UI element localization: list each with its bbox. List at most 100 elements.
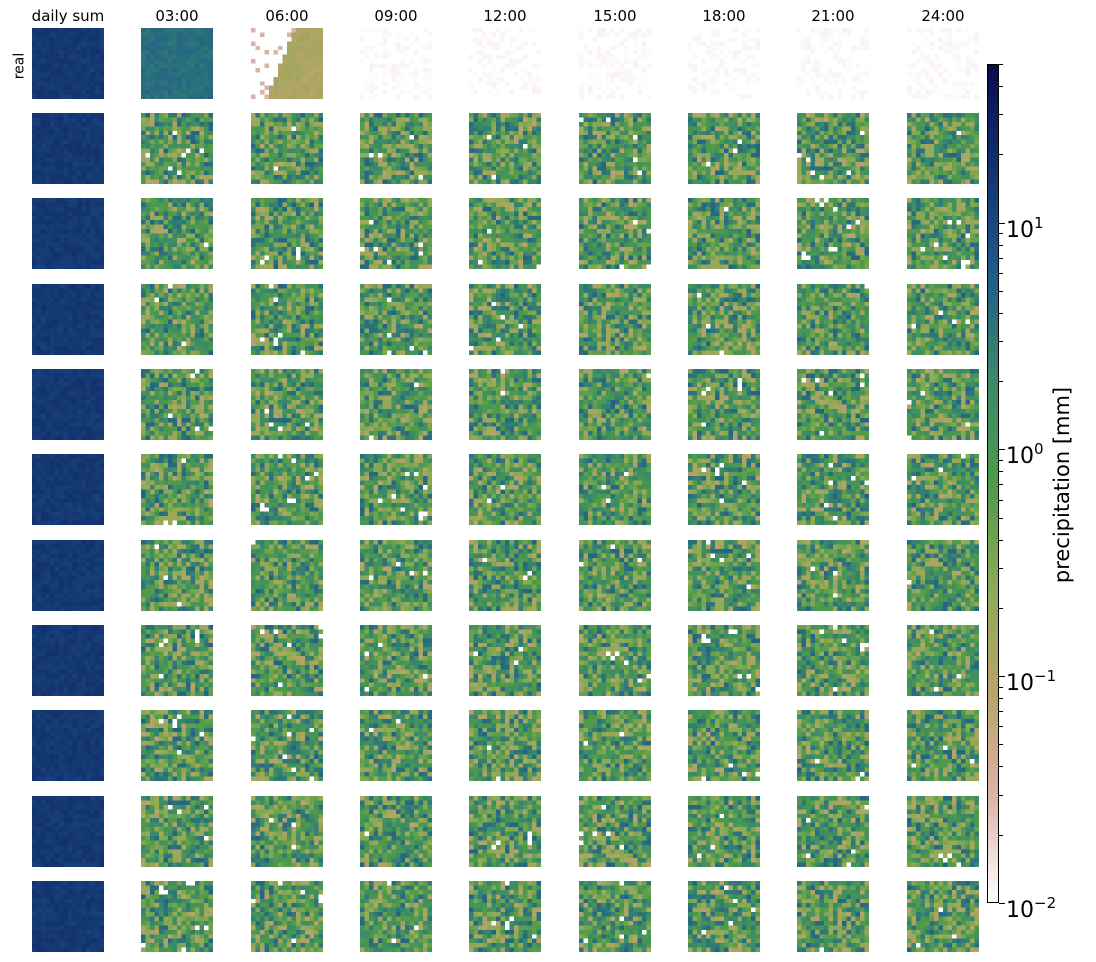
heatmap-cell bbox=[851, 152, 856, 158]
heatmap-cell bbox=[815, 179, 820, 184]
heatmap-cell bbox=[414, 152, 419, 158]
heatmap-cell bbox=[916, 85, 921, 91]
heatmap-cell bbox=[965, 117, 971, 122]
heatmap-cell bbox=[423, 130, 428, 136]
heatmap-cell bbox=[733, 85, 738, 91]
heatmap-cell bbox=[956, 121, 962, 127]
heatmap-cell bbox=[423, 94, 428, 99]
heatmap-cell bbox=[692, 148, 698, 154]
heatmap-cell bbox=[615, 161, 620, 167]
heatmap-cell bbox=[633, 72, 638, 77]
heatmap-cell bbox=[382, 32, 388, 37]
heatmap-cell bbox=[751, 94, 756, 99]
heatmap-cell bbox=[851, 85, 856, 91]
heatmap-cell bbox=[382, 72, 388, 77]
heatmap-cell bbox=[318, 113, 323, 118]
heatmap-cell bbox=[819, 50, 825, 55]
heatmap-cell bbox=[487, 45, 492, 51]
heatmap-cell bbox=[260, 139, 265, 145]
heatmap-cell bbox=[309, 139, 315, 145]
heatmap-cell bbox=[45, 246, 51, 252]
heatmap-cell bbox=[50, 242, 55, 247]
heatmap-cell bbox=[72, 175, 78, 180]
heatmap-cell bbox=[68, 255, 73, 261]
heatmap-cell bbox=[309, 81, 315, 86]
heatmap-cell bbox=[824, 175, 829, 180]
heatmap-cell bbox=[588, 152, 593, 158]
heatmap-cell bbox=[59, 233, 64, 239]
heatmap-cell bbox=[90, 59, 96, 64]
heatmap-cell bbox=[597, 144, 602, 149]
heatmap-cell bbox=[527, 139, 533, 145]
heatmap-cell bbox=[141, 215, 146, 221]
heatmap-cell bbox=[68, 152, 73, 158]
heatmap-cell bbox=[360, 166, 365, 171]
heatmap-cell bbox=[846, 170, 852, 176]
heatmap-cell bbox=[509, 67, 515, 73]
heatmap-cell bbox=[172, 41, 178, 46]
column-title: 21:00 bbox=[778, 7, 888, 25]
heatmap-cell bbox=[837, 63, 843, 69]
heatmap-cell bbox=[378, 117, 383, 122]
heatmap-cell bbox=[95, 117, 100, 122]
heatmap-cell bbox=[514, 54, 519, 60]
heatmap-cell bbox=[815, 121, 820, 127]
heatmap-cell bbox=[496, 90, 501, 95]
heatmap-cell bbox=[615, 139, 620, 145]
heatmap-cell bbox=[378, 157, 383, 162]
heatmap-cell bbox=[414, 85, 419, 91]
heatmap-cell bbox=[806, 67, 811, 73]
heatmap-cell bbox=[469, 117, 474, 122]
heatmap-cell bbox=[938, 144, 944, 149]
heatmap-cell bbox=[806, 41, 811, 46]
heatmap-cell bbox=[309, 85, 315, 91]
heatmap-cell bbox=[54, 139, 60, 145]
heatmap-cell bbox=[642, 50, 647, 55]
heatmap-cell bbox=[199, 41, 205, 46]
heatmap-cell bbox=[719, 54, 725, 60]
heatmap-cell bbox=[929, 41, 935, 46]
heatmap-cell bbox=[86, 90, 91, 95]
heatmap-cell bbox=[487, 32, 492, 37]
heatmap-cell bbox=[409, 121, 415, 127]
heatmap-cell bbox=[970, 148, 975, 154]
heatmap-cell bbox=[697, 148, 702, 154]
heatmap-cell bbox=[601, 175, 607, 180]
heatmap-cell bbox=[364, 63, 370, 69]
heatmap-cell bbox=[855, 41, 861, 46]
heatmap-cell bbox=[532, 81, 537, 86]
heatmap-cell bbox=[518, 139, 524, 145]
heatmap-cell bbox=[724, 166, 729, 171]
heatmap-cell bbox=[273, 148, 279, 154]
heatmap-cell bbox=[938, 45, 944, 51]
heatmap-cell bbox=[828, 32, 834, 37]
heatmap-cell bbox=[746, 130, 752, 136]
heatmap-cell bbox=[755, 175, 760, 180]
heatmap-cell bbox=[382, 90, 388, 95]
heatmap-cell bbox=[688, 90, 693, 95]
heatmap-cell bbox=[974, 117, 979, 122]
heatmap-cell bbox=[314, 76, 319, 82]
heatmap-cell bbox=[150, 113, 155, 118]
heatmap-cell bbox=[837, 121, 843, 127]
heatmap-cell bbox=[369, 59, 374, 64]
heatmap-cell bbox=[810, 81, 816, 86]
heatmap-cell bbox=[364, 179, 370, 184]
heatmap-cell bbox=[810, 170, 816, 176]
heatmap-cell bbox=[974, 81, 979, 86]
heatmap-cell bbox=[819, 161, 825, 167]
heatmap-cell bbox=[95, 229, 100, 234]
heatmap-cell bbox=[45, 224, 51, 230]
heatmap-cell bbox=[282, 130, 288, 136]
heatmap-cell bbox=[50, 152, 55, 158]
heatmap-cell bbox=[364, 117, 370, 122]
heatmap-cell bbox=[400, 72, 406, 77]
heatmap-cell bbox=[601, 121, 607, 127]
heatmap-cell bbox=[273, 54, 279, 60]
heatmap-cell bbox=[965, 166, 971, 171]
heatmap-cell bbox=[706, 179, 711, 184]
heatmap-cell bbox=[637, 166, 643, 171]
heatmap-cell bbox=[797, 45, 802, 51]
heatmap-cell bbox=[90, 148, 96, 154]
heatmap-cell bbox=[851, 135, 856, 140]
